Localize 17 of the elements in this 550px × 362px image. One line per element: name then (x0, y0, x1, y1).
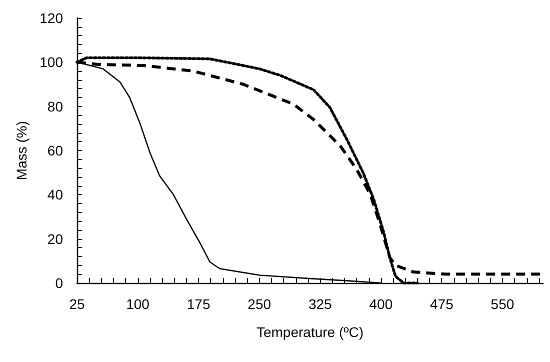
x-tick-label: 25 (69, 296, 85, 312)
x-tick-label: 250 (248, 296, 272, 312)
x-tick-label: 400 (369, 296, 393, 312)
y-tick-label: 40 (47, 186, 64, 203)
x-axis-title: Temperature (ºC) (256, 324, 364, 340)
x-tick-label: 100 (126, 296, 150, 312)
y-tick-label: 120 (40, 10, 64, 26)
y-tick-label: 100 (40, 54, 64, 70)
y-axis-title: Mass (%) (14, 120, 30, 180)
x-tick-label: 175 (186, 296, 210, 312)
x-tick-label: 475 (430, 296, 454, 312)
y-tick-label: 80 (47, 98, 64, 114)
y-tick-label: 20 (47, 230, 64, 247)
y-tick-label: 0 (55, 275, 64, 291)
x-tick-label: 325 (308, 296, 332, 312)
x-tick-label: 550 (490, 296, 514, 312)
y-tick-label: 60 (47, 142, 64, 158)
